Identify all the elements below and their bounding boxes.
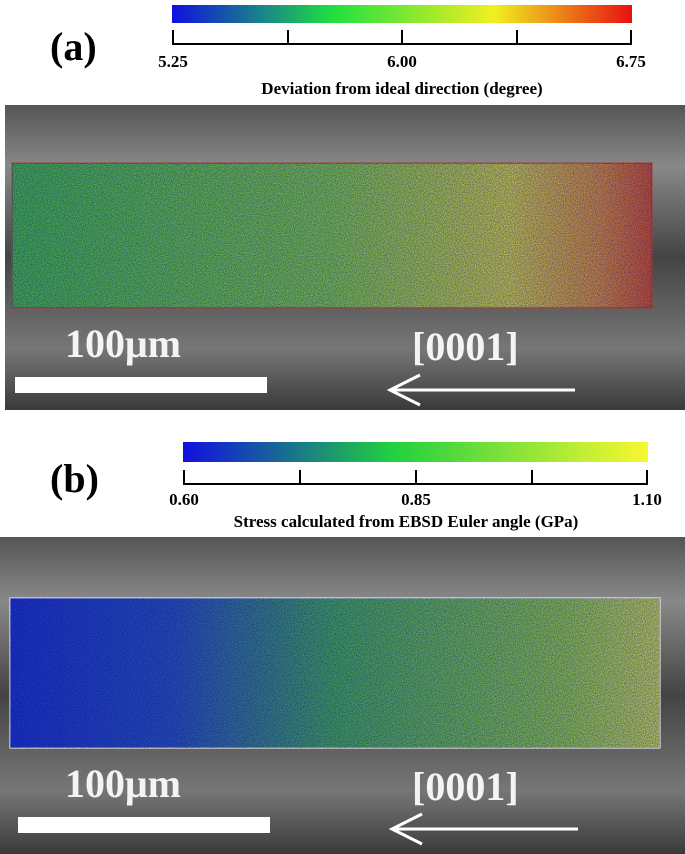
map-texture xyxy=(12,163,652,308)
scale-bar xyxy=(15,377,267,393)
direction-label: [0001] xyxy=(412,324,519,369)
colorbar-tick: 5.25 xyxy=(158,52,188,71)
colorbar-tick: 6.75 xyxy=(616,52,646,71)
direction-label: [0001] xyxy=(412,764,519,809)
colorbar-tick: 6.00 xyxy=(387,52,417,71)
colorbar-tick: 0.85 xyxy=(401,490,431,509)
colorbar-label: Stress calculated from EBSD Euler angle … xyxy=(234,512,579,531)
scale-bar-label: 100μm xyxy=(65,761,181,806)
colorbar xyxy=(172,5,632,23)
panel-label: (b) xyxy=(50,456,99,501)
colorbar-tick: 1.10 xyxy=(632,490,662,509)
colorbar xyxy=(183,442,648,462)
direction-arrow xyxy=(388,812,578,846)
panel-a: (a) 5.25 6.00 6.75 Deviation from ideal … xyxy=(5,5,685,410)
panel-label: (a) xyxy=(50,24,97,69)
scale-bar-label: 100μm xyxy=(65,321,181,366)
colorbar-tick: 0.60 xyxy=(169,490,199,509)
colorbar-axis xyxy=(183,470,648,485)
direction-arrow xyxy=(386,373,575,407)
scale-bar xyxy=(18,817,270,833)
colorbar-label: Deviation from ideal direction (degree) xyxy=(261,79,542,98)
panel-b: (b) 0.60 0.85 1.10 Stress calculated fro… xyxy=(0,442,685,854)
colorbar-axis xyxy=(172,30,632,45)
map-texture xyxy=(10,598,660,748)
